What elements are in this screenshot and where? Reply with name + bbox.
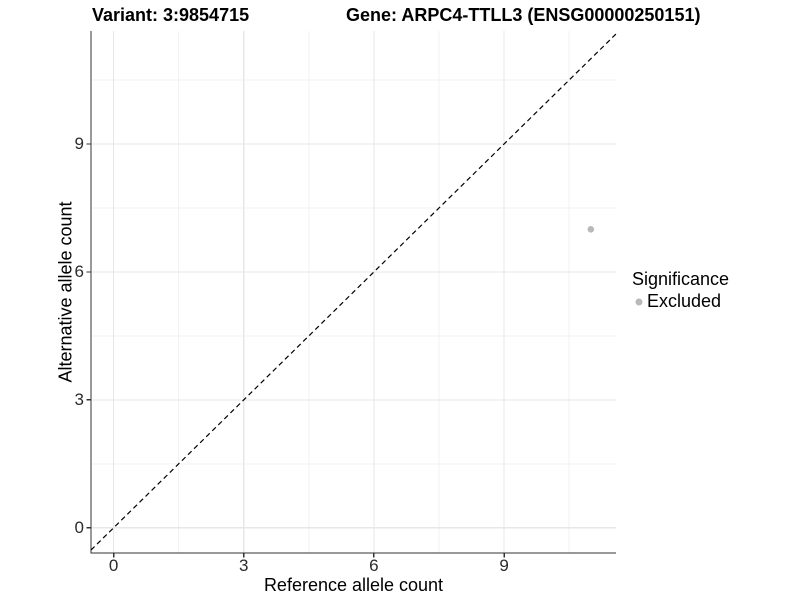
data-point	[587, 226, 595, 233]
y-tick-label: 0	[74, 517, 84, 537]
variant-title: Variant: 3:9854715	[92, 5, 250, 25]
y-tick-label: 6	[74, 261, 84, 281]
legend-key	[630, 293, 647, 310]
x-axis-label: Reference allele count	[263, 575, 444, 595]
gene-title: Gene: ARPC4-TTLL3 (ENSG00000250151)	[346, 5, 701, 25]
legend-item: Excluded	[630, 291, 729, 312]
y-axis-label: Alternative allele count	[55, 201, 76, 383]
x-tick-label: 3	[238, 556, 249, 575]
legend-title: Significance	[632, 269, 730, 289]
x-tick-label: 9	[499, 556, 509, 575]
identity-dashed-line	[90, 33, 617, 551]
legend-item-label: Excluded	[647, 291, 722, 311]
y-tick-label: 9	[74, 134, 84, 153]
y-tick-label: 3	[74, 389, 84, 409]
legend-dot-icon	[635, 298, 642, 305]
x-tick-label: 6	[369, 556, 379, 575]
legend-items: Excluded	[630, 291, 729, 312]
x-tick-label: 0	[108, 556, 119, 575]
legend: Significance Excluded	[630, 269, 729, 312]
